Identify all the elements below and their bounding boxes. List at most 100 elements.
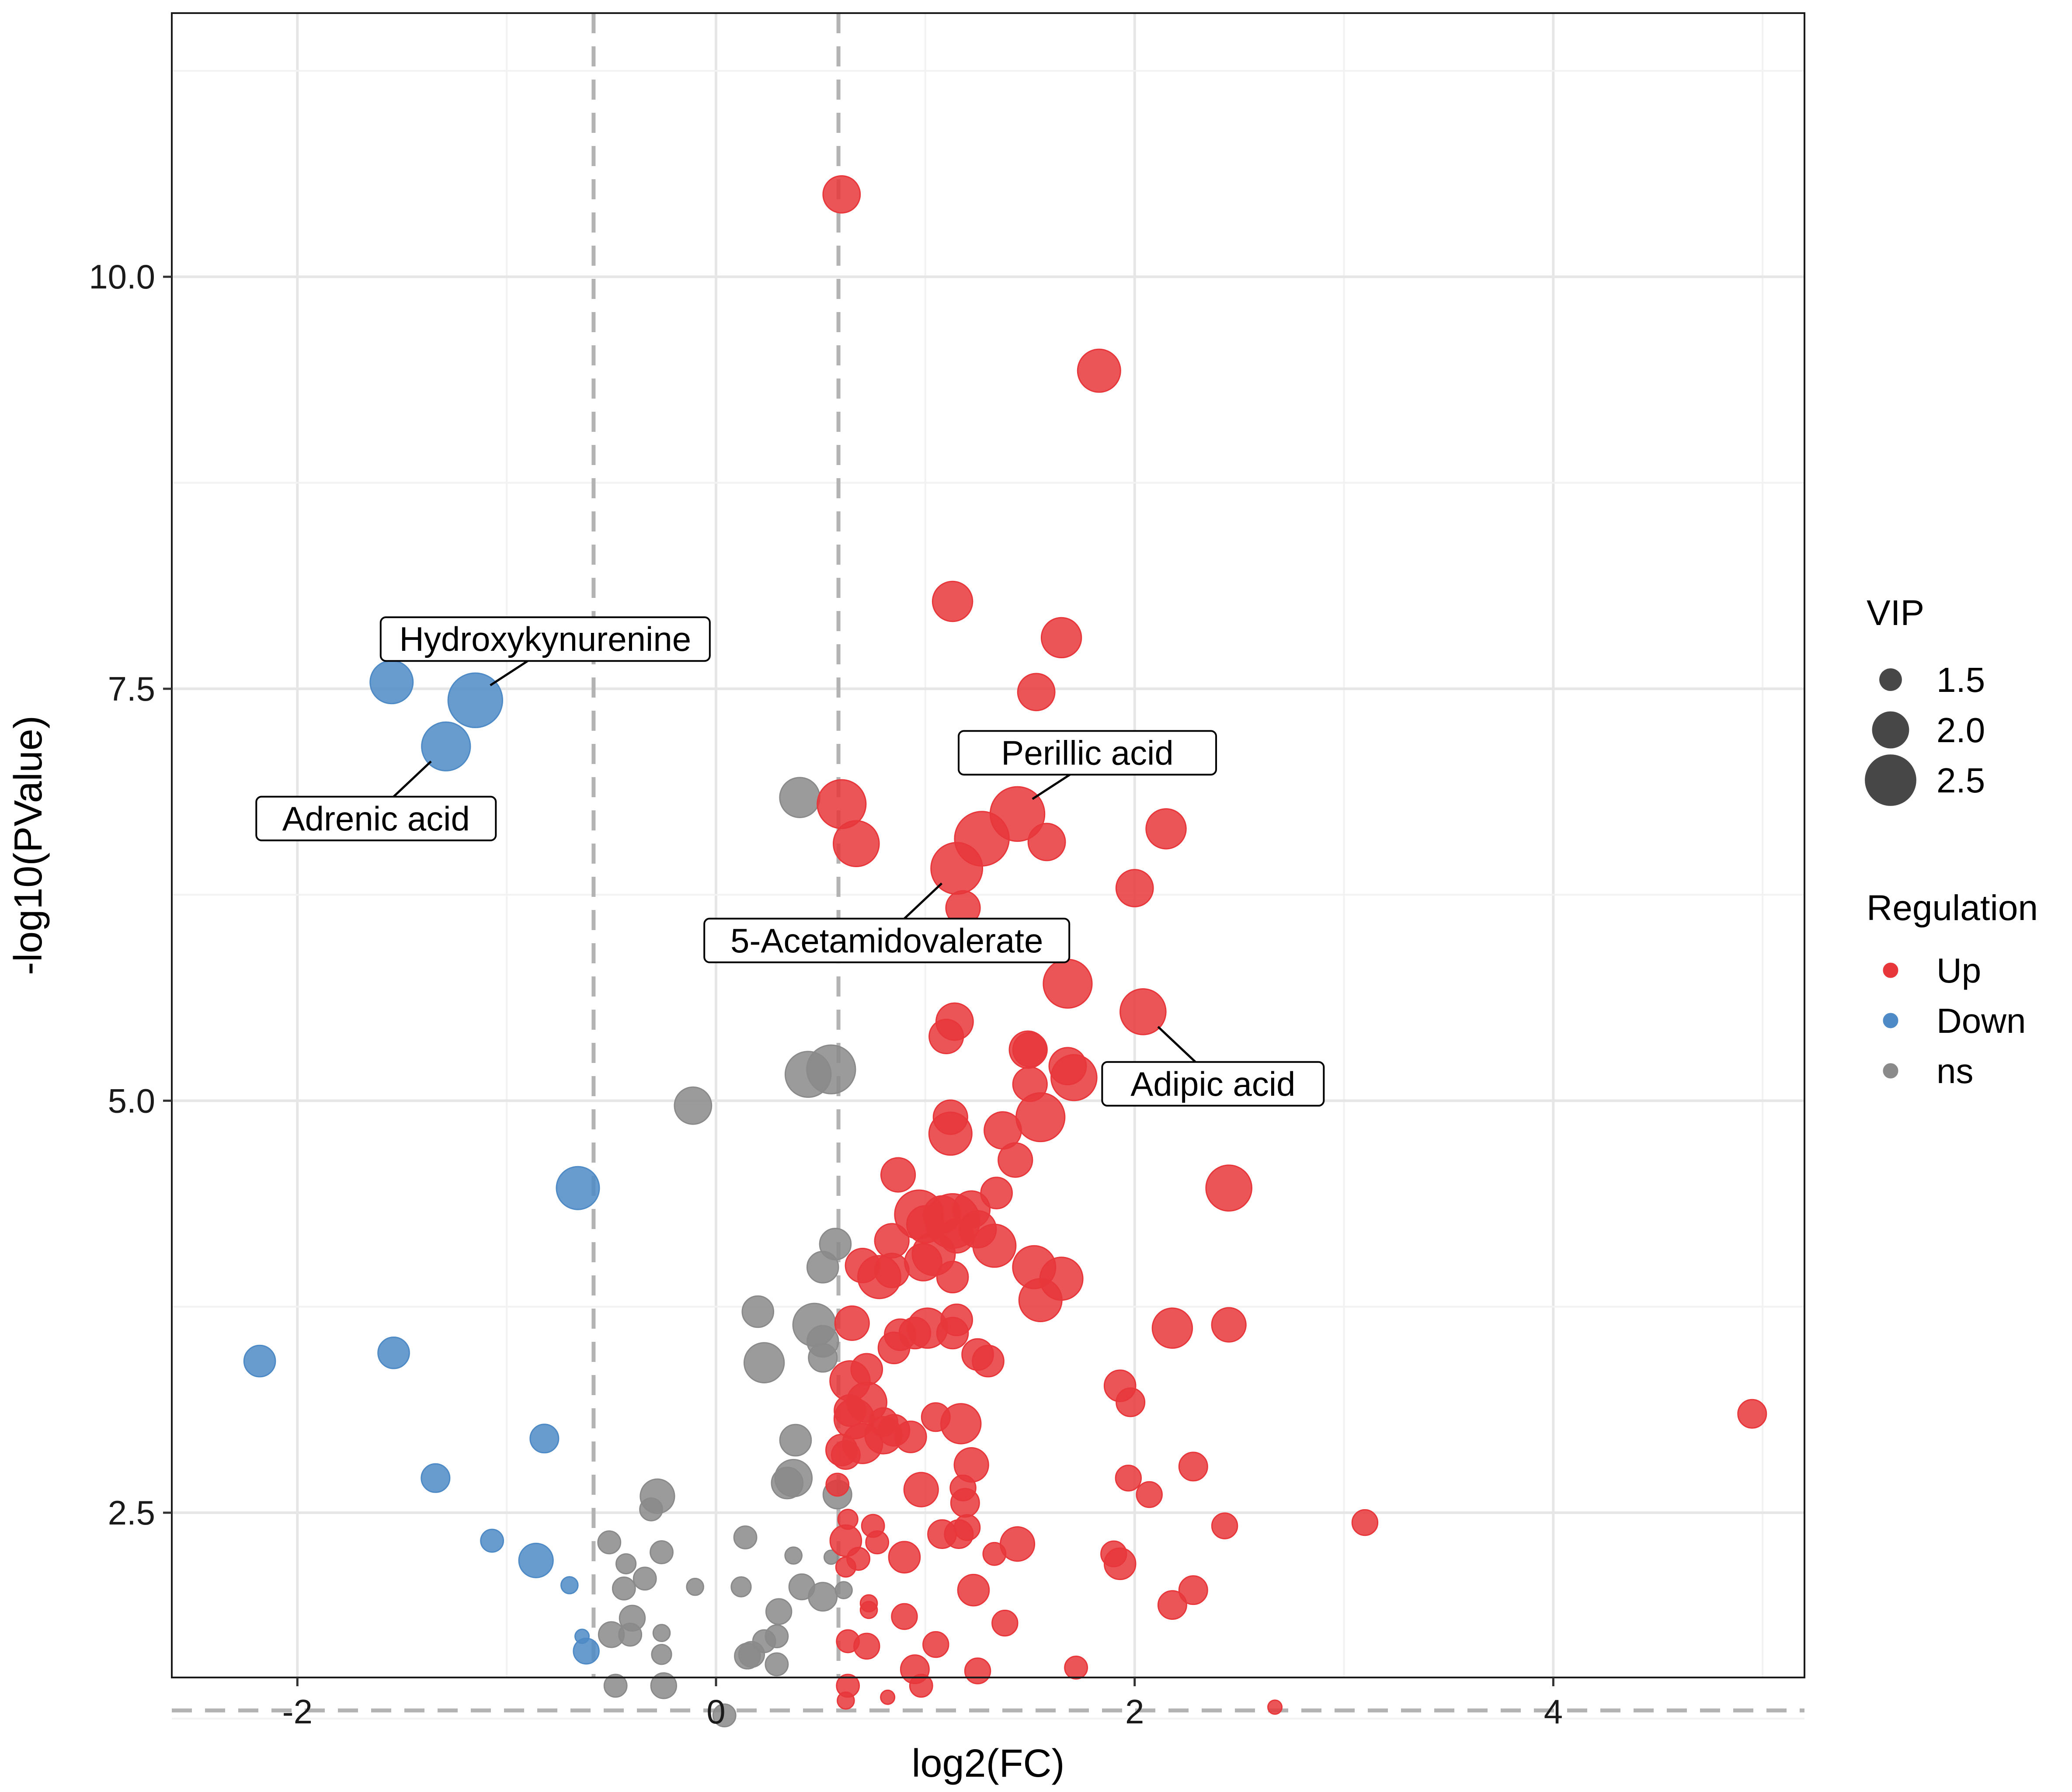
annotation: 5-Acetamidovalerate: [703, 882, 1071, 963]
legend-regulation-label: ns: [1936, 1052, 1974, 1090]
point-ns: [733, 1525, 758, 1549]
point-ns: [603, 1674, 628, 1698]
point-down: [421, 721, 471, 771]
data-points: [243, 175, 1767, 1728]
legend-vip-swatch: [1872, 711, 1909, 749]
annotation-leader-line: [393, 761, 432, 798]
point-up: [1178, 1452, 1208, 1482]
legend-vip-label: 2.5: [1936, 761, 1985, 800]
point-down: [480, 1528, 504, 1553]
point-up: [1043, 959, 1093, 1009]
point-down: [518, 1542, 554, 1578]
point-down: [447, 672, 504, 728]
legend-vip-swatch: [1865, 754, 1916, 806]
point-up: [1351, 1509, 1379, 1536]
point-up: [835, 1556, 856, 1578]
point-up: [1737, 1399, 1767, 1429]
point-ns: [808, 1343, 838, 1373]
x-tick-label: 4: [1544, 1692, 1563, 1731]
annotation-label-box: [958, 730, 1217, 776]
annotation-leader-line: [1032, 774, 1071, 800]
point-up: [922, 1631, 949, 1658]
point-up: [928, 1018, 964, 1054]
y-tick-label: 7.5: [108, 670, 155, 708]
point-up: [837, 1691, 855, 1710]
point-up: [904, 1243, 942, 1281]
point-down: [560, 1576, 579, 1594]
grid-lines: [172, 13, 1804, 1720]
point-up: [1015, 1092, 1066, 1143]
legend-vip-label: 1.5: [1936, 660, 1985, 699]
legend-regulation-swatch: [1883, 1013, 1898, 1028]
point-up: [825, 1472, 850, 1497]
point-down: [377, 1336, 410, 1369]
legend-regulation-swatch: [1883, 1063, 1898, 1079]
point-up: [880, 1689, 896, 1705]
point-ns: [686, 1577, 704, 1596]
point-up: [1017, 673, 1056, 712]
point-up: [1064, 1655, 1088, 1680]
point-ns: [633, 1566, 657, 1591]
point-ns: [652, 1624, 671, 1643]
point-ns: [771, 1466, 804, 1500]
point-up: [1205, 1164, 1252, 1212]
y-axis-ticks: 2.5 5.0 7.5 10.0: [89, 257, 172, 1532]
point-up: [877, 1331, 911, 1365]
point-up: [1211, 1512, 1238, 1539]
point-up: [865, 1530, 890, 1555]
legend-vip-entries: 1.5 2.0 2.5: [1865, 660, 1985, 806]
point-up: [957, 1573, 990, 1607]
point-up: [998, 1142, 1033, 1178]
point-ns: [779, 777, 820, 818]
x-tick-label: -2: [282, 1692, 313, 1731]
point-down: [573, 1637, 600, 1665]
point-up: [833, 820, 880, 868]
point-up: [1050, 1054, 1098, 1101]
point-up: [991, 1609, 1019, 1637]
legend-regulation-label: Up: [1936, 951, 1981, 990]
annotation-label: Adipic acid: [1130, 1065, 1295, 1103]
point-up: [982, 1542, 1007, 1566]
annotation: Hydroxykynurenine: [379, 616, 711, 687]
annotation-label: Hydroxykynurenine: [399, 620, 691, 658]
point-up: [1040, 617, 1082, 659]
point-up: [1151, 1307, 1193, 1349]
point-up: [853, 1632, 880, 1660]
point-up: [1145, 808, 1187, 850]
point-ns: [765, 1598, 793, 1625]
point-up: [1116, 1387, 1146, 1417]
legend-vip-label: 2.0: [1936, 711, 1985, 750]
point-up: [880, 1157, 916, 1193]
point-ns: [650, 1672, 677, 1699]
point-down: [369, 660, 414, 705]
point-up: [903, 1472, 939, 1507]
point-ns: [823, 1549, 839, 1565]
point-down: [529, 1424, 560, 1454]
point-ns: [674, 1086, 713, 1125]
point-up: [936, 1316, 969, 1350]
x-tick-label: 2: [1125, 1692, 1144, 1731]
point-up: [831, 1440, 861, 1470]
y-tick-label: 5.0: [108, 1081, 155, 1120]
point-down: [421, 1463, 451, 1493]
legend: VIP 1.5 2.0 2.5 Regulation Up Down ns: [1865, 593, 2038, 1090]
annotation: Adrenic acid: [255, 761, 497, 841]
point-up: [1211, 1307, 1247, 1343]
point-up: [1012, 1031, 1048, 1068]
annotation-label-box: [379, 616, 711, 662]
legend-regulation-title: Regulation: [1867, 888, 2038, 928]
point-down: [243, 1344, 276, 1378]
point-up: [1178, 1575, 1208, 1605]
point-up: [909, 1674, 933, 1698]
point-up: [1267, 1699, 1283, 1715]
point-up: [928, 1111, 973, 1156]
x-axis-ticks: -2 0 2 4: [282, 1677, 1563, 1731]
point-ns: [741, 1295, 775, 1328]
point-annotations: Hydroxykynurenine Adrenic acid Perillic ac…: [255, 616, 1325, 1107]
legend-regulation-entries: Up Down ns: [1883, 951, 2026, 1090]
annotation: Adipic acid: [1101, 1026, 1325, 1107]
legend-regulation-swatch: [1883, 962, 1898, 978]
point-ns: [834, 1581, 853, 1599]
x-axis-title: log2(FC): [911, 1742, 1064, 1785]
